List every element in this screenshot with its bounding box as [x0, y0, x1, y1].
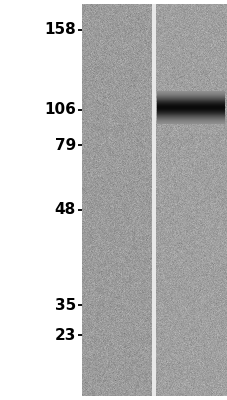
Text: 106: 106 — [44, 102, 76, 118]
Text: 48: 48 — [54, 202, 76, 218]
Text: 158: 158 — [44, 22, 76, 38]
Text: 79: 79 — [54, 138, 76, 152]
Text: 35: 35 — [54, 298, 76, 312]
Bar — [82, 4, 151, 396]
Text: 23: 23 — [54, 328, 76, 342]
Bar — [155, 4, 227, 396]
Bar — [151, 4, 155, 396]
